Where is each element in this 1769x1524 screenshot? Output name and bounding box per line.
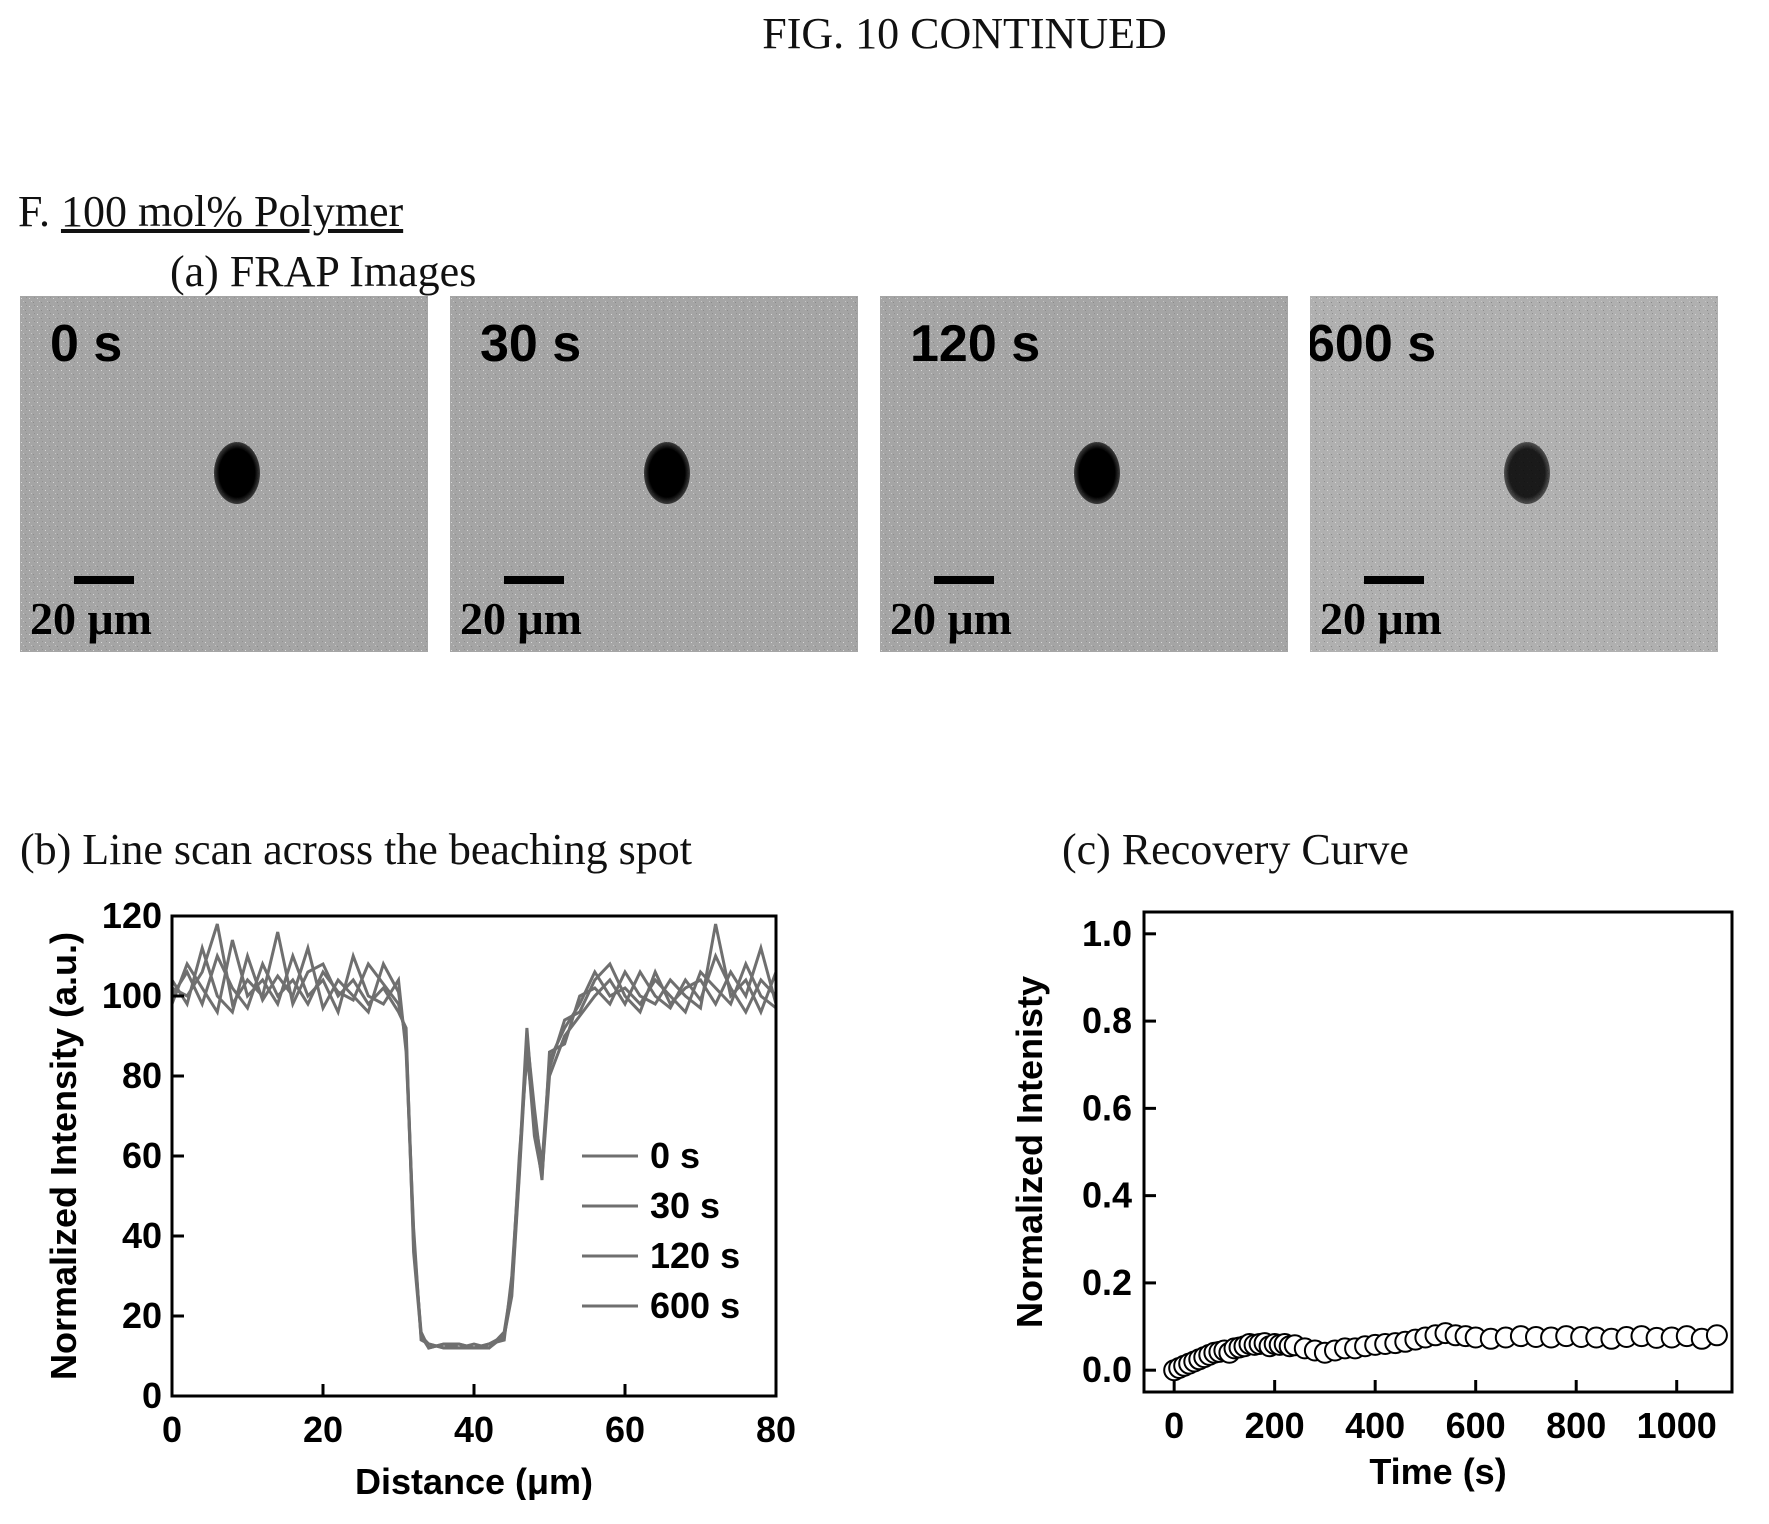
y-tick-label: 40: [122, 1215, 162, 1256]
x-tick-label: 800: [1546, 1405, 1606, 1446]
series-line-3: [171, 923, 778, 1350]
y-tick-label: 0: [142, 1375, 162, 1416]
x-tick-label: 80: [756, 1409, 796, 1450]
legend-label-2: 120 s: [650, 1235, 740, 1276]
y-tick-label: 80: [122, 1055, 162, 1096]
section-prefix: F.: [18, 187, 50, 236]
y-tick-label: 0.4: [1082, 1175, 1132, 1216]
scale-label: 20 μm: [890, 593, 1012, 644]
scale-label: 20 μm: [460, 593, 582, 644]
y-tick-label: 0.2: [1082, 1262, 1132, 1303]
y-tick-label: 60: [122, 1135, 162, 1176]
frap-panel-600: 600 s 20 μm: [1310, 296, 1718, 652]
frap-panel-0: 0 s 20 μm: [20, 296, 428, 652]
x-tick-label: 600: [1446, 1405, 1506, 1446]
frap-panel-30: 30 s 20 μm: [450, 296, 858, 652]
section-name: 100 mol% Polymer: [60, 187, 404, 236]
section-label: F. 100 mol% Polymer: [18, 186, 403, 237]
y-tick-label: 120: [102, 895, 162, 936]
y-tick-label: 0.8: [1082, 1000, 1132, 1041]
data-point: [1705, 1324, 1728, 1347]
legend-label-3: 600 s: [650, 1285, 740, 1326]
y-tick-label: 0.0: [1082, 1349, 1132, 1390]
y-axis-label: Normalized Intenisty: [1009, 976, 1050, 1328]
frap-time-label: 120 s: [910, 315, 1041, 373]
x-axis-label: Distance (μm): [355, 1461, 593, 1500]
figure-title: FIG. 10 CONTINUED: [762, 9, 1167, 58]
plot-frame: [1142, 910, 1734, 1394]
y-axis-label: Normalized Intensity (a.u.): [43, 932, 84, 1380]
chart-c-title: (c) Recovery Curve: [1062, 825, 1409, 874]
bleach-spot: [644, 442, 690, 504]
x-tick-label: 20: [303, 1409, 343, 1450]
scale-label: 20 μm: [1320, 593, 1442, 644]
x-tick-label: 60: [605, 1409, 645, 1450]
series-line-2: [170, 923, 778, 1350]
scale-bar: [934, 576, 994, 584]
bleach-spot: [1074, 442, 1120, 504]
y-tick-label: 1.0: [1082, 913, 1132, 954]
legend-label-0: 0 s: [650, 1135, 700, 1176]
x-tick-label: 0: [162, 1409, 182, 1450]
x-tick-label: 40: [454, 1409, 494, 1450]
x-tick-label: 1000: [1637, 1405, 1717, 1446]
chart-b-title: (b) Line scan across the beaching spot: [20, 825, 692, 874]
frap-time-label: 30 s: [480, 315, 582, 373]
legend-label-1: 30 s: [650, 1185, 720, 1226]
x-tick-label: 400: [1345, 1405, 1405, 1446]
x-axis-label: Time (s): [1369, 1451, 1506, 1492]
frap-panel-120: 120 s 20 μm: [880, 296, 1288, 652]
recovery-curve-chart: 0 200 400 600 800 1000 0.0 0.2 0.4 0.6 0.8 1.0 Time …: [1009, 910, 1734, 1492]
x-tick-label: 0: [1164, 1405, 1184, 1446]
line-scan-chart: 0 20 40 60 80 0 20 40 60 80 100 120 Distance (μm) Nor…: [43, 895, 796, 1500]
y-tick-label: 0.6: [1082, 1087, 1132, 1128]
scale-bar: [74, 576, 134, 584]
bleach-spot: [1504, 442, 1550, 504]
x-tick-label: 200: [1245, 1405, 1305, 1446]
y-tick-label: 20: [122, 1295, 162, 1336]
scale-label: 20 μm: [30, 593, 152, 644]
scale-bar: [504, 576, 564, 584]
scale-bar: [1364, 576, 1424, 584]
y-tick-label: 100: [102, 975, 162, 1016]
frap-images-title: (a) FRAP Images: [170, 247, 477, 296]
frap-time-label: 0 s: [50, 315, 123, 373]
bleach-spot: [214, 442, 260, 504]
frap-time-label: 600 s: [1310, 315, 1437, 373]
